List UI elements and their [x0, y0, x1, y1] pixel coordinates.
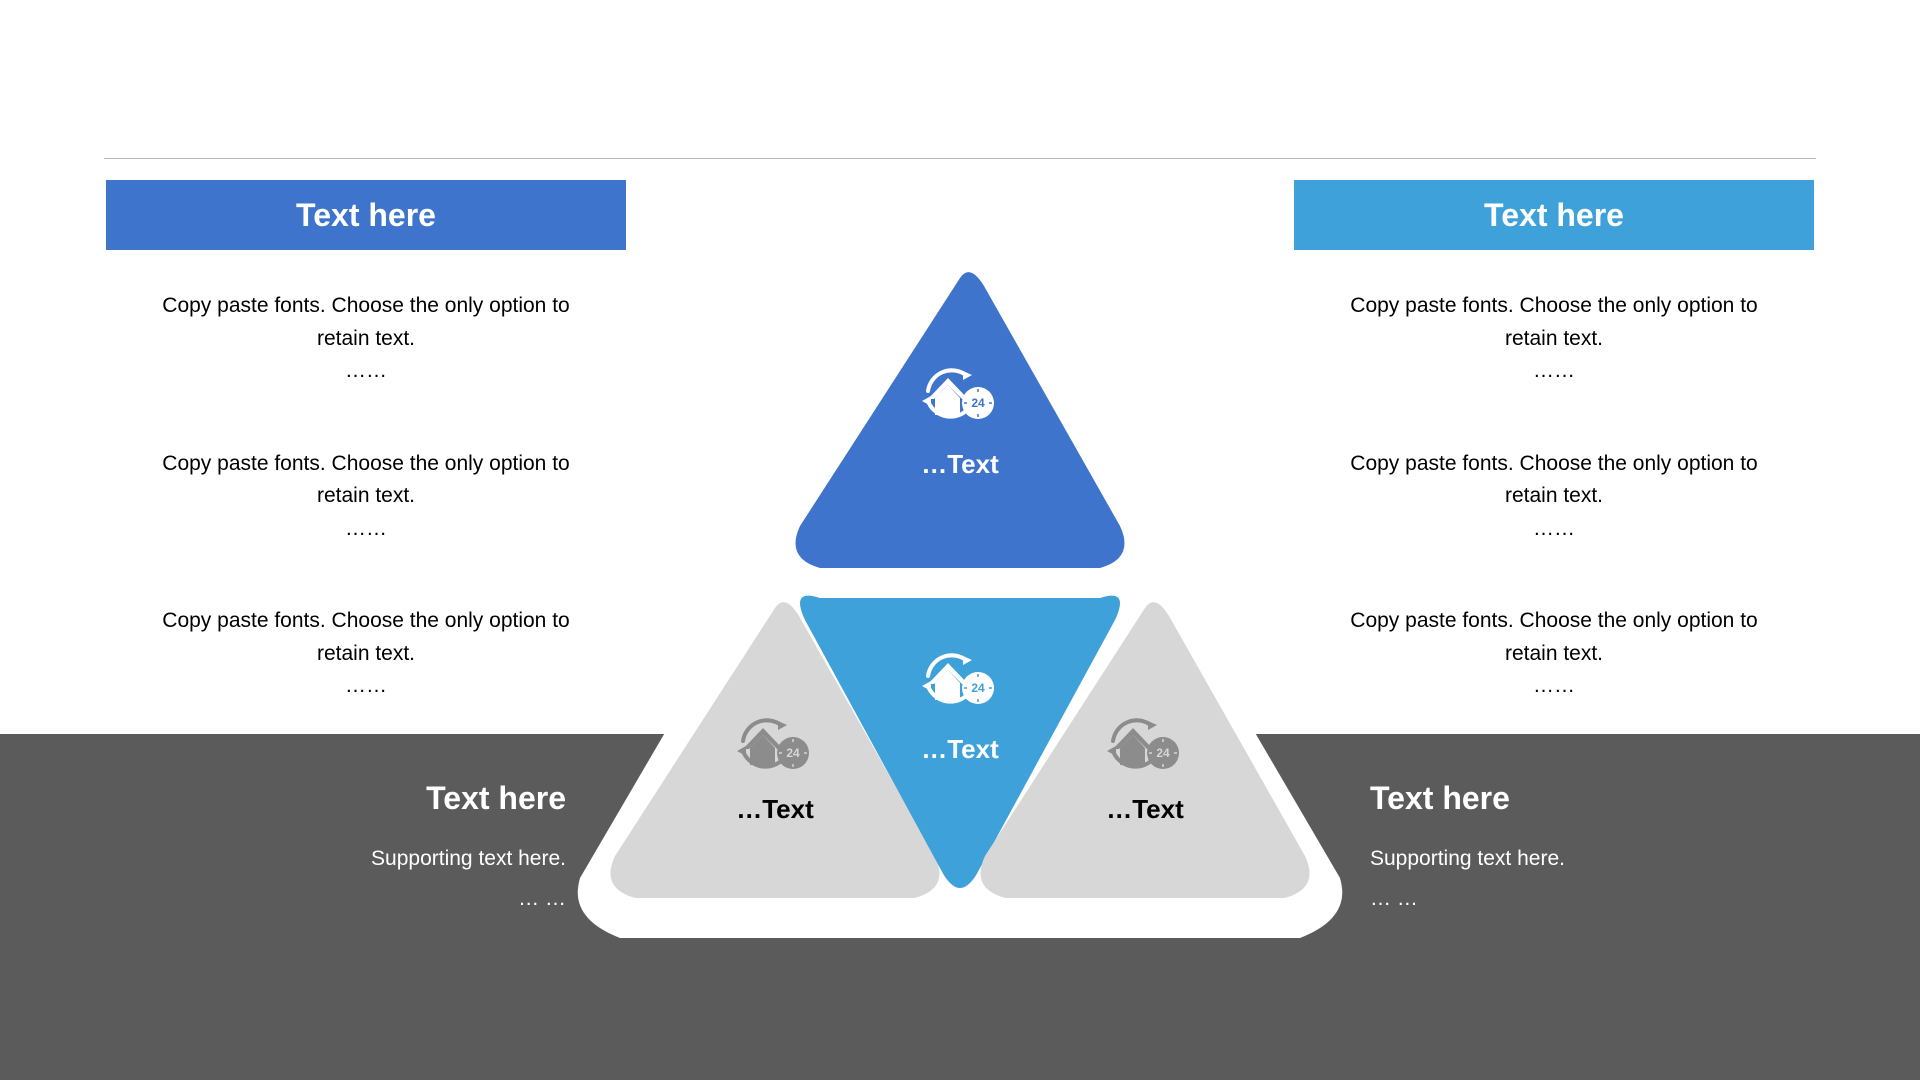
- text-line: ……: [1294, 513, 1814, 546]
- header-right-label: Text here: [1484, 197, 1624, 234]
- text-line: Copy paste fonts. Choose the only option…: [1294, 448, 1814, 481]
- header-box-left: Text here: [106, 180, 626, 250]
- bottom-text-left: Text here Supporting text here. … …: [106, 780, 566, 919]
- text-block: Copy paste fonts. Choose the only option…: [106, 290, 626, 388]
- bottom-left-sub1: Supporting text here.: [106, 839, 566, 879]
- text-line: ……: [106, 513, 626, 546]
- text-column-right: Copy paste fonts. Choose the only option…: [1294, 290, 1814, 763]
- text-column-left: Copy paste fonts. Choose the only option…: [106, 290, 626, 763]
- text-line: ……: [1294, 355, 1814, 388]
- text-line: Copy paste fonts. Choose the only option…: [1294, 290, 1814, 323]
- text-block: Copy paste fonts. Choose the only option…: [106, 605, 626, 703]
- bottom-left-sub2: … …: [106, 879, 566, 919]
- bottom-right-sub2: … …: [1370, 879, 1830, 919]
- text-block: Copy paste fonts. Choose the only option…: [1294, 290, 1814, 388]
- bottom-left-title: Text here: [106, 780, 566, 817]
- text-line: retain text.: [1294, 638, 1814, 671]
- triangle-left-label: …Text: [736, 794, 814, 824]
- text-line: Copy paste fonts. Choose the only option…: [1294, 605, 1814, 638]
- text-line: Copy paste fonts. Choose the only option…: [106, 290, 626, 323]
- triangle-top: …Text: [796, 272, 1125, 568]
- pyramid-diagram: 24 …Text …Text …Text: [580, 258, 1340, 958]
- triangle-center-label: …Text: [921, 734, 999, 764]
- text-block: Copy paste fonts. Choose the only option…: [1294, 605, 1814, 703]
- text-line: retain text.: [106, 638, 626, 671]
- text-block: Copy paste fonts. Choose the only option…: [106, 448, 626, 546]
- bottom-text-right: Text here Supporting text here. … …: [1370, 780, 1830, 919]
- header-box-right: Text here: [1294, 180, 1814, 250]
- text-line: ……: [1294, 670, 1814, 703]
- text-block: Copy paste fonts. Choose the only option…: [1294, 448, 1814, 546]
- triangle-right-label: …Text: [1106, 794, 1184, 824]
- text-line: retain text.: [106, 323, 626, 356]
- header-left-label: Text here: [296, 197, 436, 234]
- triangle-top-label: …Text: [921, 449, 999, 479]
- text-line: ……: [106, 670, 626, 703]
- text-line: retain text.: [1294, 323, 1814, 356]
- bottom-right-sub1: Supporting text here.: [1370, 839, 1830, 879]
- text-line: Copy paste fonts. Choose the only option…: [106, 448, 626, 481]
- text-line: Copy paste fonts. Choose the only option…: [106, 605, 626, 638]
- text-line: retain text.: [106, 480, 626, 513]
- text-line: retain text.: [1294, 480, 1814, 513]
- bottom-right-title: Text here: [1370, 780, 1830, 817]
- text-line: ……: [106, 355, 626, 388]
- top-divider: [104, 158, 1816, 159]
